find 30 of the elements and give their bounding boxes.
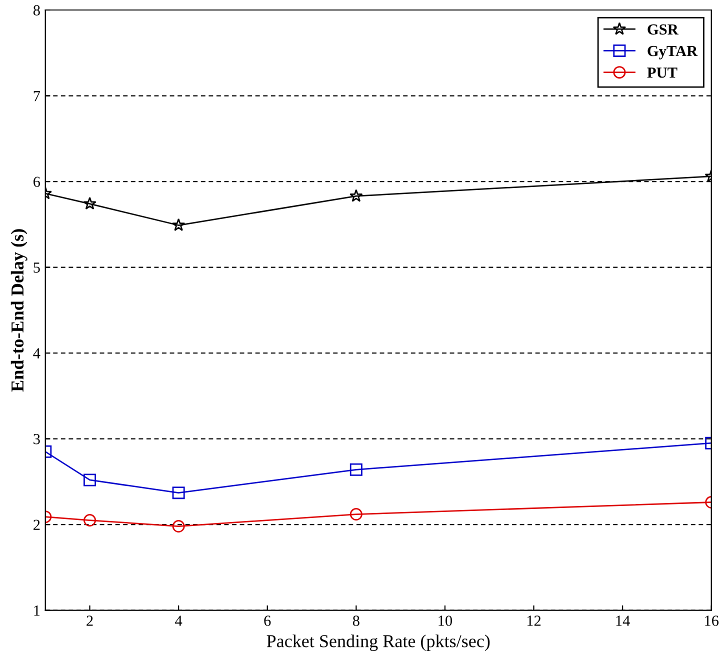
point	[172, 218, 186, 232]
y-tick-label: 4	[33, 348, 40, 358]
point	[172, 520, 185, 533]
y-tick-label: 7	[34, 91, 40, 102]
x-tick-label: 8	[352, 616, 360, 626]
point	[83, 196, 96, 210]
point	[84, 474, 96, 486]
x-tick-label: 12	[527, 616, 541, 626]
point	[350, 508, 362, 521]
x-tick-label: 4	[175, 616, 182, 626]
y-tick-label: 8	[33, 5, 40, 16]
x-tick-label: 10	[438, 616, 452, 626]
point	[350, 463, 362, 476]
point	[84, 514, 96, 527]
y-axis-title: End-to-End Delay (s)	[10, 229, 28, 392]
x-axis-title: Packet Sending Rate (pkts/sec)	[266, 634, 490, 651]
y-tick-label: 3	[34, 434, 40, 444]
y-tick-label: 2	[34, 520, 40, 530]
y-tick-label: 5	[34, 262, 40, 273]
legend-label: GyTAR	[648, 46, 698, 60]
x-tick-label: 14	[616, 616, 630, 626]
y-tick-label: 6	[34, 176, 40, 187]
x-tick-label: 2	[86, 616, 93, 626]
x-tick-label: 16	[705, 616, 719, 626]
legend-label: GSR	[648, 24, 679, 35]
x-tick-label: 6	[264, 616, 271, 626]
point	[350, 189, 363, 202]
legend-label: PUT	[647, 68, 678, 78]
point	[172, 486, 185, 500]
y-tick-label: 1	[34, 606, 40, 616]
